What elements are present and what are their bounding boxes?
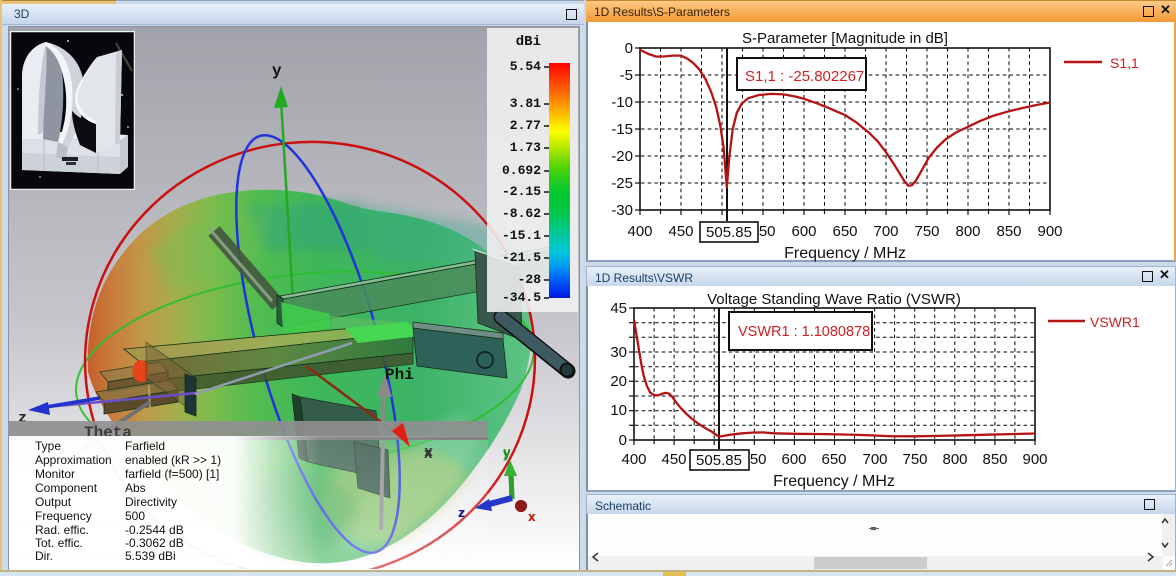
svg-text:20: 20 [610, 373, 627, 390]
svg-text:600: 600 [791, 223, 816, 240]
svg-text:650: 650 [832, 223, 857, 240]
svg-text:-15: -15 [611, 121, 633, 138]
svg-text:z: z [18, 410, 27, 427]
svg-text:S-Parameter [Magnitude in dB]: S-Parameter [Magnitude in dB] [742, 30, 948, 47]
svg-text:x: x [528, 509, 536, 524]
svg-text:600: 600 [781, 451, 806, 468]
svg-text:750: 750 [902, 451, 927, 468]
svg-text:850: 850 [982, 451, 1007, 468]
svg-text:y: y [272, 62, 282, 80]
svg-text:x: x [528, 510, 536, 525]
svg-text:-25: -25 [611, 175, 633, 192]
svg-text:650: 650 [821, 451, 846, 468]
svg-text:y: y [503, 446, 511, 461]
svg-text:900: 900 [1037, 223, 1062, 240]
svg-text:10: 10 [610, 402, 627, 419]
svg-text:z: z [458, 505, 465, 520]
svg-text:Voltage Standing Wave Ratio (V: Voltage Standing Wave Ratio (VSWR) [707, 291, 961, 308]
svg-text:450: 450 [661, 451, 686, 468]
svg-text:-30: -30 [611, 202, 633, 219]
svg-text:0: 0 [619, 432, 627, 449]
svg-text:Frequency / MHz: Frequency / MHz [784, 245, 906, 262]
svg-text:900: 900 [1022, 451, 1047, 468]
svg-text:S1,1: S1,1 [1110, 55, 1139, 71]
svg-text:400: 400 [621, 451, 646, 468]
svg-text:400: 400 [627, 223, 652, 240]
svg-text:700: 700 [873, 223, 898, 240]
svg-text:VSWR1: VSWR1 [1090, 314, 1140, 330]
svg-text:800: 800 [955, 223, 980, 240]
svg-text:45: 45 [610, 300, 627, 317]
svg-text:y: y [503, 445, 511, 460]
svg-text:x: x [424, 445, 433, 462]
svg-text:S1,1 : -25.802267: S1,1 : -25.802267 [745, 68, 864, 85]
svg-text:450: 450 [668, 223, 693, 240]
svg-text:700: 700 [862, 451, 887, 468]
svg-text:505.85: 505.85 [706, 224, 752, 241]
svg-text:0: 0 [625, 40, 633, 57]
svg-text:-5: -5 [620, 67, 633, 84]
svg-text:800: 800 [942, 451, 967, 468]
svg-text:30: 30 [610, 344, 627, 361]
svg-text:505.85: 505.85 [696, 452, 742, 469]
svg-text:-10: -10 [611, 94, 633, 111]
svg-text:750: 750 [914, 223, 939, 240]
svg-text:Frequency / MHz: Frequency / MHz [773, 473, 895, 490]
svg-text:850: 850 [996, 223, 1021, 240]
svg-text:-20: -20 [611, 148, 633, 165]
svg-text:Phi: Phi [385, 366, 414, 384]
svg-text:VSWR1 : 1.1080878: VSWR1 : 1.1080878 [738, 324, 870, 340]
